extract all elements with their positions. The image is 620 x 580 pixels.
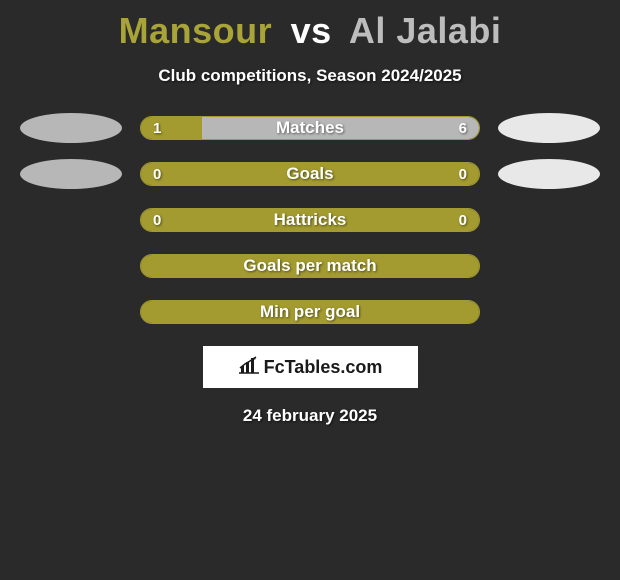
badge-ellipse-left bbox=[20, 297, 122, 327]
logo-box: FcTables.com bbox=[203, 346, 418, 388]
stat-row: Min per goal bbox=[0, 300, 620, 324]
stat-value-right: 0 bbox=[459, 166, 467, 183]
chart-icon bbox=[238, 356, 260, 379]
stat-row: Goals per match bbox=[0, 254, 620, 278]
player2-name: Al Jalabi bbox=[349, 10, 502, 51]
stat-label: Hattricks bbox=[274, 210, 347, 230]
stat-bar: Goals per match bbox=[140, 254, 480, 278]
badge-ellipse-left bbox=[20, 159, 122, 189]
stat-bar: 1 6 Matches bbox=[140, 116, 480, 140]
badge-ellipse-right bbox=[498, 297, 600, 327]
stat-label: Goals bbox=[286, 164, 333, 184]
stat-label: Min per goal bbox=[260, 302, 360, 322]
subtitle: Club competitions, Season 2024/2025 bbox=[0, 66, 620, 86]
stat-bar: 0 0 Goals bbox=[140, 162, 480, 186]
badge-ellipse-right bbox=[498, 159, 600, 189]
logo: FcTables.com bbox=[238, 356, 383, 379]
logo-text: FcTables.com bbox=[264, 357, 383, 378]
stat-label: Matches bbox=[276, 118, 344, 138]
badge-ellipse-right bbox=[498, 251, 600, 281]
vs-label: vs bbox=[291, 10, 332, 51]
player1-name: Mansour bbox=[119, 10, 273, 51]
bar-segment-left bbox=[141, 117, 202, 139]
stat-bar: 0 0 Hattricks bbox=[140, 208, 480, 232]
badge-ellipse-left bbox=[20, 113, 122, 143]
badge-ellipse-right bbox=[498, 205, 600, 235]
stat-value-left: 0 bbox=[153, 212, 161, 229]
badge-ellipse-left bbox=[20, 205, 122, 235]
badge-ellipse-left bbox=[20, 251, 122, 281]
comparison-title: Mansour vs Al Jalabi bbox=[0, 0, 620, 52]
date-label: 24 february 2025 bbox=[0, 406, 620, 426]
stat-label: Goals per match bbox=[243, 256, 376, 276]
stat-bar: Min per goal bbox=[140, 300, 480, 324]
stat-value-right: 6 bbox=[459, 120, 467, 137]
stat-rows: 1 6 Matches 0 0 Goals 0 0 Hattricks Goals per mat… bbox=[0, 116, 620, 324]
stat-value-left: 0 bbox=[153, 166, 161, 183]
stat-value-left: 1 bbox=[153, 120, 161, 137]
stat-row: 1 6 Matches bbox=[0, 116, 620, 140]
stat-row: 0 0 Goals bbox=[0, 162, 620, 186]
stat-value-right: 0 bbox=[459, 212, 467, 229]
badge-ellipse-right bbox=[498, 113, 600, 143]
stat-row: 0 0 Hattricks bbox=[0, 208, 620, 232]
